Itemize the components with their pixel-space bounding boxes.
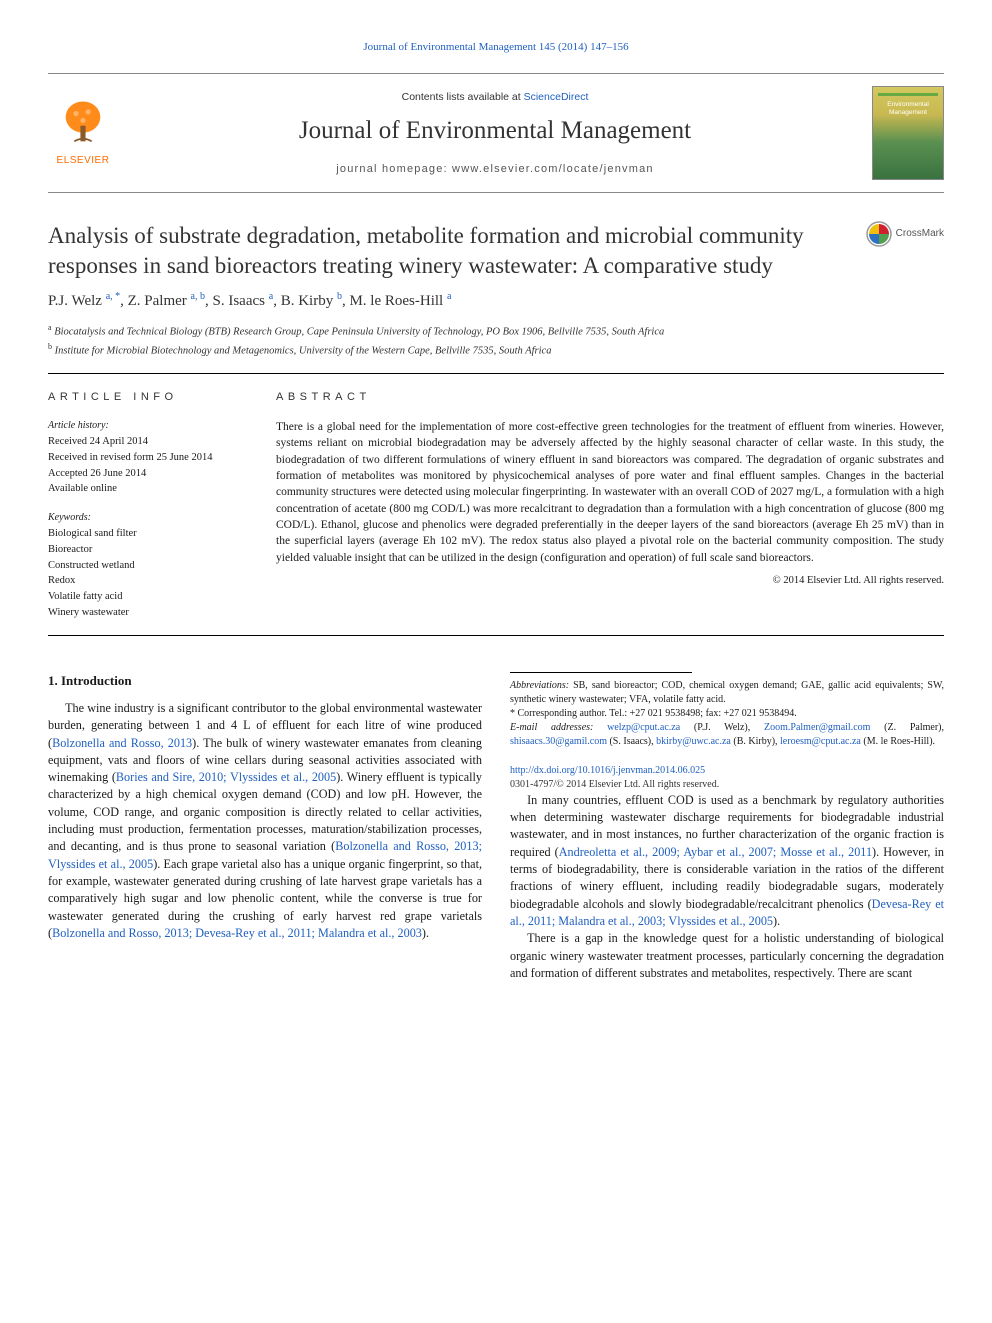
article-title: Analysis of substrate degradation, metab…	[48, 221, 866, 280]
elsevier-tree-icon	[57, 98, 109, 150]
cover-title: Environmental Management	[873, 101, 943, 115]
divider	[48, 373, 944, 374]
crossmark-badge[interactable]: CrossMark	[866, 221, 944, 247]
citation-link[interactable]: Bolzonella and Rosso, 2013	[52, 736, 192, 750]
abbreviations-line: Abbreviations: SB, sand bioreactor; COD,…	[510, 679, 944, 707]
abstract-heading: ABSTRACT	[276, 390, 944, 405]
elsevier-logo[interactable]: ELSEVIER	[48, 98, 118, 168]
keywords-list: Biological sand filterBioreactorConstruc…	[48, 526, 248, 621]
article-info-panel: ARTICLE INFO Article history: Received 2…	[48, 390, 248, 621]
citation-link[interactable]: Bolzonella and Rosso, 2013; Devesa-Rey e…	[52, 926, 422, 940]
body-paragraph: The wine industry is a significant contr…	[48, 700, 482, 943]
author-list: P.J. Welz a, *, Z. Palmer a, b, S. Isaac…	[48, 290, 944, 312]
article-dates: Received 24 April 2014Received in revise…	[48, 434, 248, 497]
journal-homepage-link[interactable]: journal homepage: www.elsevier.com/locat…	[130, 162, 860, 177]
article-history-label: Article history:	[48, 419, 248, 433]
corresponding-author-line: * Corresponding author. Tel.: +27 021 95…	[510, 707, 944, 721]
journal-header-band: ELSEVIER Contents lists available at Sci…	[48, 73, 944, 193]
section-heading-intro: 1. Introduction	[48, 672, 482, 690]
divider	[48, 635, 944, 636]
crossmark-icon	[866, 221, 892, 247]
journal-name: Journal of Environmental Management	[130, 113, 860, 148]
crossmark-label: CrossMark	[896, 227, 944, 241]
contents-prefix: Contents lists available at	[402, 91, 524, 103]
body-columns: 1. Introduction The wine industry is a s…	[48, 672, 944, 983]
body-paragraph: In many countries, effluent COD is used …	[510, 792, 944, 931]
issn-copyright: 0301-4797/© 2014 Elsevier Ltd. All right…	[510, 778, 944, 792]
abstract-text: There is a global need for the implement…	[276, 419, 944, 566]
abstract-copyright: © 2014 Elsevier Ltd. All rights reserved…	[276, 574, 944, 589]
footnote-rule	[510, 672, 692, 673]
sciencedirect-link[interactable]: ScienceDirect	[524, 91, 589, 103]
email-addresses-line: E-mail addresses: welzp@cput.ac.za (P.J.…	[510, 721, 944, 749]
doi-link[interactable]: http://dx.doi.org/10.1016/j.jenvman.2014…	[510, 764, 944, 778]
journal-cover-thumbnail[interactable]: Environmental Management	[872, 86, 944, 180]
journal-citation-link[interactable]: Journal of Environmental Management 145 …	[48, 40, 944, 55]
affiliations: a Biocatalysis and Technical Biology (BT…	[48, 322, 944, 359]
citation-link[interactable]: Bories and Sire, 2010; Vlyssides et al.,…	[116, 770, 336, 784]
keywords-label: Keywords:	[48, 511, 248, 525]
body-paragraph: There is a gap in the knowledge quest fo…	[510, 930, 944, 982]
footnotes: Abbreviations: SB, sand bioreactor; COD,…	[510, 679, 944, 750]
abstract-panel: ABSTRACT There is a global need for the …	[276, 390, 944, 621]
elsevier-brand-text: ELSEVIER	[57, 154, 110, 168]
contents-available-line: Contents lists available at ScienceDirec…	[130, 90, 860, 105]
article-info-heading: ARTICLE INFO	[48, 390, 248, 405]
citation-link[interactable]: Andreoletta et al., 2009; Aybar et al., …	[559, 845, 872, 859]
